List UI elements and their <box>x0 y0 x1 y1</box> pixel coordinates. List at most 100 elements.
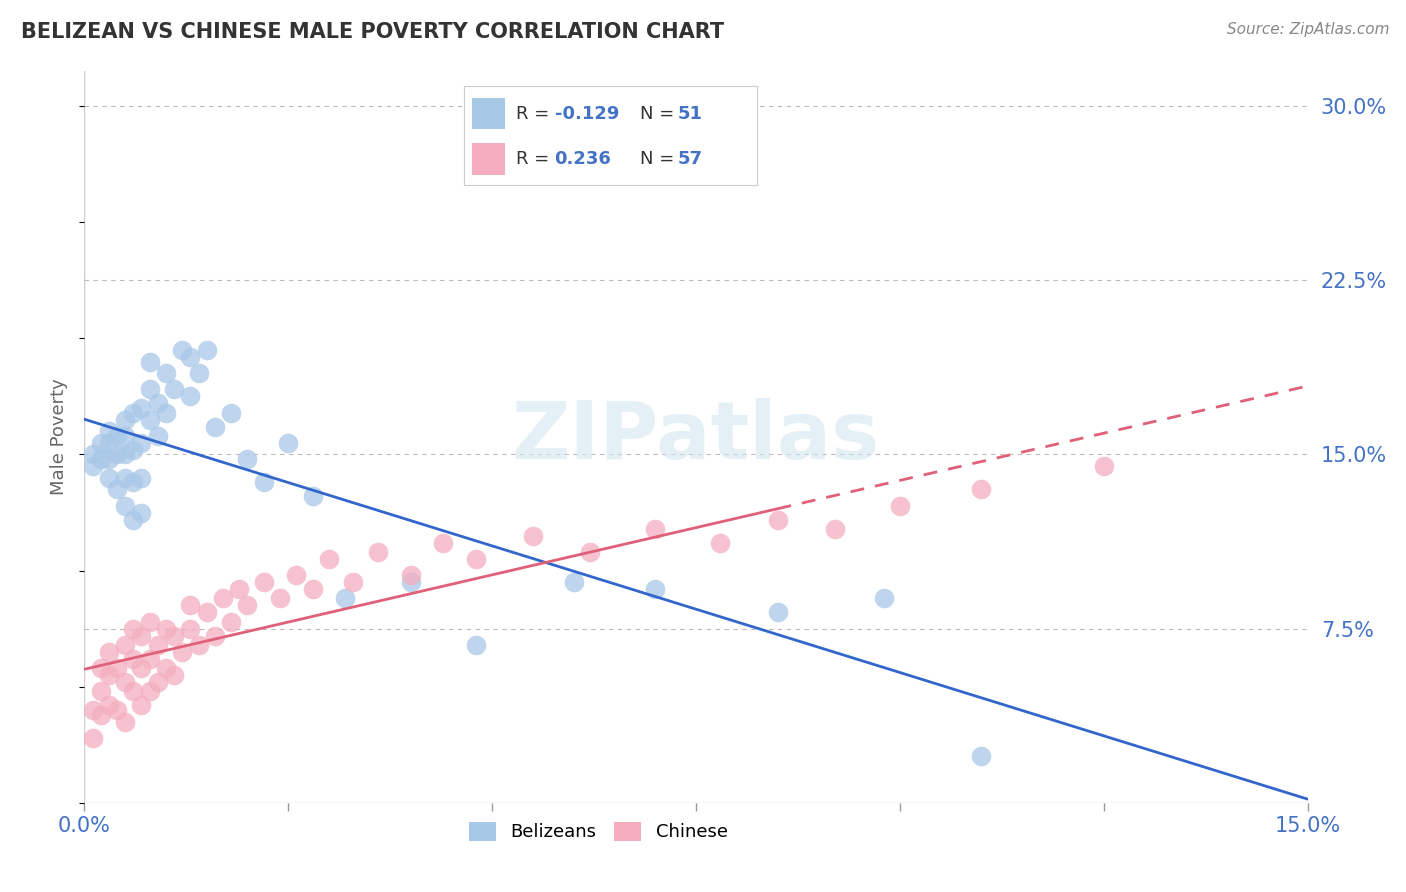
Point <box>138 615 160 629</box>
Point <box>105 429 128 443</box>
Point <box>155 406 177 420</box>
Point <box>131 436 153 450</box>
Point <box>709 535 731 549</box>
Point <box>179 599 201 613</box>
Point <box>163 383 186 397</box>
Text: Source: ZipAtlas.com: Source: ZipAtlas.com <box>1226 22 1389 37</box>
Point <box>138 383 160 397</box>
Point <box>195 606 218 620</box>
Point <box>114 448 136 462</box>
Point <box>114 714 136 729</box>
Text: BELIZEAN VS CHINESE MALE POVERTY CORRELATION CHART: BELIZEAN VS CHINESE MALE POVERTY CORRELA… <box>21 22 724 42</box>
Point <box>579 545 602 559</box>
Point <box>644 522 666 536</box>
Point <box>179 622 201 636</box>
Point <box>464 552 486 566</box>
Point <box>97 698 120 713</box>
Point <box>146 675 169 690</box>
Point <box>97 424 120 438</box>
Y-axis label: Male Poverty: Male Poverty <box>51 379 69 495</box>
Point <box>122 442 145 457</box>
Point <box>522 529 544 543</box>
Point <box>97 452 120 467</box>
Point <box>872 591 894 606</box>
Point <box>114 675 136 690</box>
Point <box>97 645 120 659</box>
Point <box>970 749 993 764</box>
Point <box>342 575 364 590</box>
Point <box>146 429 169 443</box>
Point <box>82 731 104 745</box>
Point <box>204 629 226 643</box>
Point <box>138 354 160 368</box>
Point <box>122 622 145 636</box>
Point <box>277 436 299 450</box>
Point <box>187 366 209 380</box>
Point <box>219 406 242 420</box>
Point <box>131 698 153 713</box>
Point <box>114 429 136 443</box>
Point <box>97 668 120 682</box>
Point <box>138 652 160 666</box>
Point <box>644 582 666 597</box>
Point <box>163 629 186 643</box>
Point <box>131 401 153 415</box>
Point <box>766 606 789 620</box>
Point <box>122 652 145 666</box>
Point <box>253 575 276 590</box>
Point <box>399 575 422 590</box>
Point <box>1092 459 1115 474</box>
Point <box>824 522 846 536</box>
Point <box>97 436 120 450</box>
Point <box>114 412 136 426</box>
Point <box>90 707 112 722</box>
Point <box>432 535 454 549</box>
Point <box>138 412 160 426</box>
Point <box>187 638 209 652</box>
Point <box>179 389 201 403</box>
Point <box>163 668 186 682</box>
Point <box>219 615 242 629</box>
Point <box>90 684 112 698</box>
Point <box>155 622 177 636</box>
Point <box>105 448 128 462</box>
Point <box>155 366 177 380</box>
Point <box>105 483 128 497</box>
Point <box>97 471 120 485</box>
Point <box>131 629 153 643</box>
Point <box>253 475 276 490</box>
Point <box>131 506 153 520</box>
Point <box>301 582 323 597</box>
Point <box>105 703 128 717</box>
Point <box>114 471 136 485</box>
Point <box>146 638 169 652</box>
Point <box>146 396 169 410</box>
Point <box>82 703 104 717</box>
Legend: Belizeans, Chinese: Belizeans, Chinese <box>461 814 735 848</box>
Point <box>122 512 145 526</box>
Point <box>114 638 136 652</box>
Point <box>90 452 112 467</box>
Point <box>105 661 128 675</box>
Text: ZIPatlas: ZIPatlas <box>512 398 880 476</box>
Point <box>236 452 259 467</box>
Point <box>172 645 194 659</box>
Point <box>228 582 250 597</box>
Point <box>90 436 112 450</box>
Point <box>889 499 911 513</box>
Point <box>464 638 486 652</box>
Point <box>212 591 235 606</box>
Point <box>335 591 357 606</box>
Point <box>399 568 422 582</box>
Point <box>301 489 323 503</box>
Point <box>122 684 145 698</box>
Point <box>179 350 201 364</box>
Point <box>155 661 177 675</box>
Point <box>90 661 112 675</box>
Point <box>131 471 153 485</box>
Point <box>82 459 104 474</box>
Point <box>172 343 194 357</box>
Point <box>122 406 145 420</box>
Point <box>204 419 226 434</box>
Point <box>562 575 585 590</box>
